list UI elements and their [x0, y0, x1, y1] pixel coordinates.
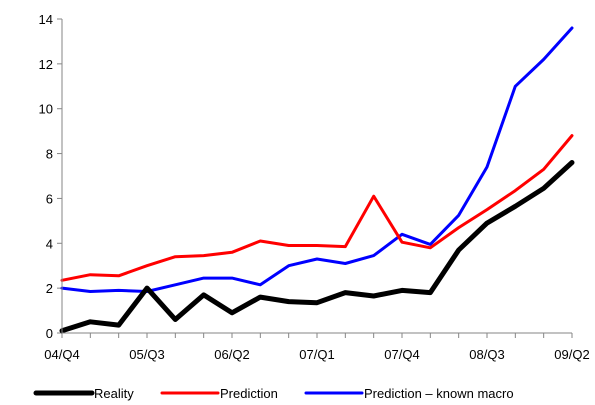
legend-item-prediction-known-macro: Prediction – known macro: [304, 386, 514, 401]
y-tick-label: 8: [46, 147, 53, 162]
series-line-reality: [59, 160, 575, 334]
legend-item-prediction: Prediction: [160, 386, 278, 401]
y-tick-label: 6: [46, 191, 53, 206]
x-tick-label: 08/Q3: [469, 347, 504, 362]
y-tick-label: 12: [39, 57, 53, 72]
series-lines: [59, 26, 575, 334]
y-tick-label: 2: [46, 281, 53, 296]
y-axis-ticks: 0 2 4 6 8 10 12 14: [39, 12, 62, 341]
y-tick-label: 10: [39, 102, 53, 117]
x-tick-label: 04/Q4: [44, 347, 79, 362]
y-tick-label: 14: [39, 12, 53, 27]
y-tick-label: 0: [46, 326, 53, 341]
legend-item-reality: Reality: [33, 386, 134, 401]
x-tick-label: 07/Q1: [299, 347, 334, 362]
x-tick-label: 06/Q2: [214, 347, 249, 362]
legend-label-prediction-known-macro: Prediction – known macro: [364, 386, 514, 401]
legend: Reality Prediction Prediction – known ma…: [33, 386, 514, 401]
legend-label-reality: Reality: [94, 386, 134, 401]
series-line-prediction-known-macro: [60, 26, 574, 293]
x-tick-label: 07/Q4: [384, 347, 419, 362]
legend-label-prediction: Prediction: [220, 386, 278, 401]
x-tick-label: 05/Q3: [129, 347, 164, 362]
series-line-prediction: [60, 134, 574, 282]
y-tick-label: 4: [46, 236, 53, 251]
x-axis-ticks: 04/Q4 05/Q3 06/Q2 07/Q1 07/Q4 08/Q3 09/Q2: [44, 333, 590, 362]
x-tick-label: 09/Q2: [554, 347, 589, 362]
